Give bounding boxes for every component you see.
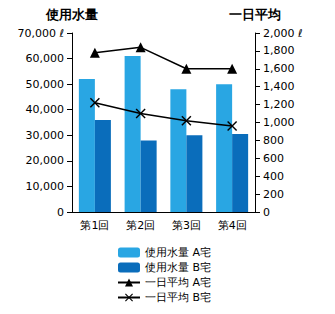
svg-text:一日平均: 一日平均 <box>229 7 281 22</box>
svg-text:60,000: 60,000 <box>26 52 65 65</box>
svg-text:使用水量 A宅: 使用水量 A宅 <box>145 246 211 259</box>
svg-text:1,400: 1,400 <box>263 80 295 93</box>
svg-text:第3回: 第3回 <box>172 219 201 232</box>
svg-text:使用水量 B宅: 使用水量 B宅 <box>145 261 211 274</box>
svg-text:10,000: 10,000 <box>26 180 65 193</box>
svg-text:40,000: 40,000 <box>26 103 65 116</box>
svg-text:50,000: 50,000 <box>26 78 65 91</box>
svg-text:800: 800 <box>263 134 284 147</box>
svg-text:1,200: 1,200 <box>263 98 295 111</box>
svg-text:使用水量: 使用水量 <box>45 7 98 22</box>
svg-text:0: 0 <box>263 206 270 219</box>
svg-text:1,800: 1,800 <box>263 44 295 57</box>
svg-text:1,000: 1,000 <box>263 116 295 129</box>
svg-text:一日平均 B宅: 一日平均 B宅 <box>145 291 211 304</box>
svg-text:1,600: 1,600 <box>263 62 295 75</box>
svg-text:一日平均 A宅: 一日平均 A宅 <box>145 276 211 289</box>
svg-text:30,000: 30,000 <box>26 129 65 142</box>
svg-text:600: 600 <box>263 152 284 165</box>
svg-text:400: 400 <box>263 170 284 183</box>
svg-text:200: 200 <box>263 188 284 201</box>
svg-text:20,000: 20,000 <box>26 154 65 167</box>
svg-text:0: 0 <box>57 206 64 219</box>
svg-text:第4回: 第4回 <box>218 219 247 232</box>
svg-text:第2回: 第2回 <box>126 219 155 232</box>
svg-text:2,000 ℓ: 2,000 ℓ <box>263 27 303 40</box>
svg-text:70,000 ℓ: 70,000 ℓ <box>17 27 64 40</box>
svg-text:第1回: 第1回 <box>80 219 109 232</box>
